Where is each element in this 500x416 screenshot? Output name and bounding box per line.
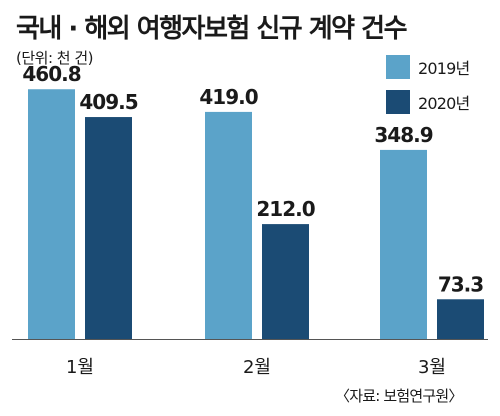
data-label-2020-2: 212.0	[256, 197, 314, 221]
data-label-2020-3: 73.3	[438, 272, 483, 296]
unit-label: (단위: 천 건)	[16, 49, 94, 67]
bar-2019-1	[28, 89, 75, 339]
legend-item-2020: 2020년	[386, 88, 470, 116]
data-label-2020-1: 409.5	[79, 90, 137, 114]
x-tick-label-1: 1월	[66, 357, 94, 378]
data-label-2019-3: 348.9	[374, 123, 432, 147]
bar-2020-3	[437, 299, 484, 339]
data-label-2019-1: 460.8	[22, 62, 80, 86]
x-tick-label-3: 3월	[418, 357, 446, 378]
legend-swatch-2019	[386, 55, 410, 79]
bar-2020-1	[85, 117, 132, 340]
data-label-2019-2: 419.0	[199, 85, 257, 109]
source-note: 〈자료: 보험연구원〉	[335, 387, 463, 405]
legend-label-2020: 2020년	[418, 94, 470, 113]
legend-item-2019: 2019년	[386, 53, 470, 81]
legend-label-2019: 2019년	[418, 59, 470, 78]
legend: 2019년 2020년	[386, 53, 470, 123]
bar-2019-2	[205, 111, 252, 339]
bar-2020-2	[262, 224, 309, 339]
bar-2019-3	[380, 149, 427, 339]
legend-swatch-2020	[386, 90, 410, 114]
chart-title: 국내 · 해외 여행자보험 신규 계약 건수	[16, 14, 408, 44]
x-tick-label-2: 2월	[243, 357, 271, 378]
